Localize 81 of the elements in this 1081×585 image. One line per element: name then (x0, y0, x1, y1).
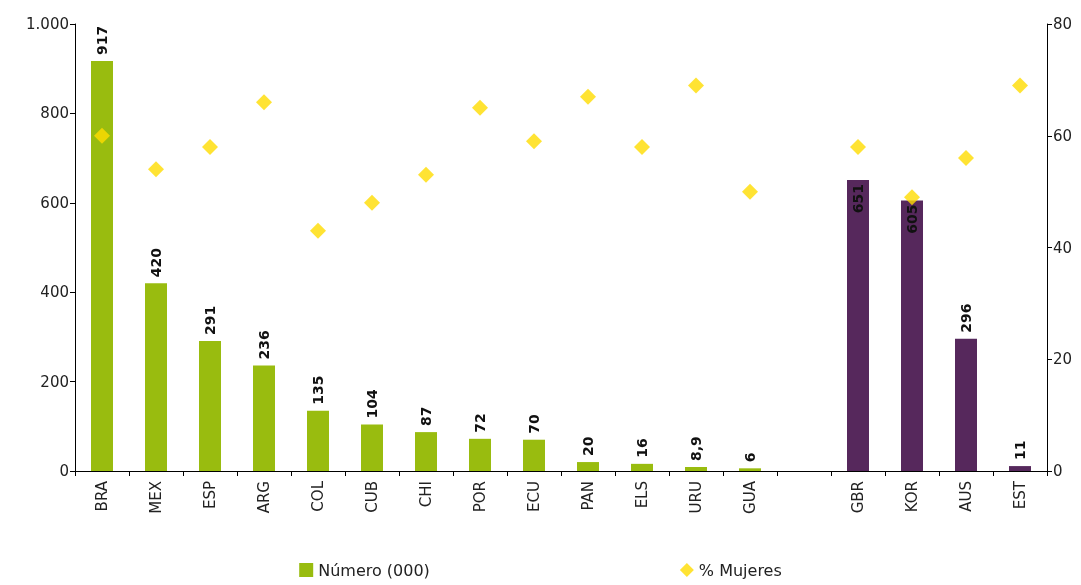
bar (253, 365, 275, 471)
point (850, 138, 866, 155)
point (310, 222, 326, 239)
x-tick-label: GBR (849, 481, 867, 514)
data-label: 87 (418, 406, 434, 427)
bar (685, 467, 707, 471)
bar (523, 439, 545, 471)
data-label: 72 (472, 413, 488, 433)
y2-tick-label: 0 (1053, 462, 1063, 480)
x-tick-label: ECU (525, 481, 543, 512)
point (742, 183, 758, 200)
point (94, 127, 110, 144)
point (1012, 77, 1028, 94)
data-label: 11 (1012, 440, 1028, 461)
x-tick-label: BRA (93, 480, 111, 512)
data-label: 135 (310, 375, 326, 405)
bar (955, 338, 977, 471)
x-tick-label: ESP (201, 481, 219, 510)
bar (307, 410, 329, 471)
point (472, 99, 488, 116)
x-tick-label: PAN (579, 481, 597, 511)
x-tick-label: KOR (903, 481, 921, 513)
bar (415, 432, 437, 471)
y-tick-label: 800 (40, 104, 69, 123)
data-label: 420 (148, 247, 164, 278)
bar (361, 424, 383, 471)
point (634, 138, 650, 155)
point (148, 161, 164, 178)
bar (145, 283, 167, 471)
data-label: 236 (256, 330, 272, 360)
y-tick-label: 0 (59, 462, 69, 480)
point (202, 138, 218, 155)
x-tick-label: URU (687, 481, 705, 514)
x-tick-label: AUS (957, 481, 975, 512)
data-label: 296 (958, 303, 974, 333)
bar (739, 468, 761, 471)
x-tick-label: POR (471, 481, 489, 513)
point (364, 194, 380, 211)
bar (577, 462, 599, 471)
bar (901, 200, 923, 471)
data-label: 20 (580, 436, 596, 457)
point (688, 77, 704, 94)
data-label: 70 (526, 413, 542, 434)
y-tick-label: 1.000 (26, 15, 69, 33)
data-label: 8,9 (688, 436, 704, 462)
data-label: 6 (742, 452, 758, 463)
bar (847, 180, 869, 471)
point (904, 189, 920, 206)
legend-label: Número (000) (318, 560, 430, 580)
data-label: 104 (364, 389, 380, 419)
legend-label: % Mujeres (698, 560, 782, 580)
point (958, 150, 974, 167)
bar (91, 61, 113, 471)
y-tick-label: 400 (40, 283, 69, 302)
x-tick-label: COL (309, 480, 327, 512)
data-label: 291 (202, 305, 218, 335)
bar (631, 463, 653, 471)
x-tick-label: MEX (147, 481, 165, 514)
y-tick-label: 600 (40, 193, 69, 212)
x-tick-label: GUA (741, 480, 759, 514)
data-label: 16 (634, 438, 650, 458)
y-tick-label: 200 (40, 372, 69, 391)
point (256, 94, 272, 111)
point (418, 166, 434, 183)
data-label: 651 (850, 184, 866, 214)
bar (1009, 466, 1031, 471)
point (526, 133, 542, 150)
point (580, 88, 596, 105)
x-tick-label: CHI (417, 481, 435, 508)
x-tick-label: CUB (363, 481, 381, 513)
y2-tick-label: 60 (1053, 126, 1073, 145)
x-tick-label: ELS (633, 481, 651, 509)
x-tick-label: ARG (255, 481, 273, 514)
data-label: 605 (904, 204, 920, 234)
y2-tick-label: 20 (1053, 350, 1073, 369)
bar (469, 438, 491, 471)
y2-tick-label: 80 (1053, 15, 1073, 33)
data-label: 917 (94, 25, 110, 56)
bar (199, 340, 221, 471)
y2-tick-label: 40 (1053, 238, 1073, 257)
x-tick-label: EST (1011, 480, 1029, 510)
